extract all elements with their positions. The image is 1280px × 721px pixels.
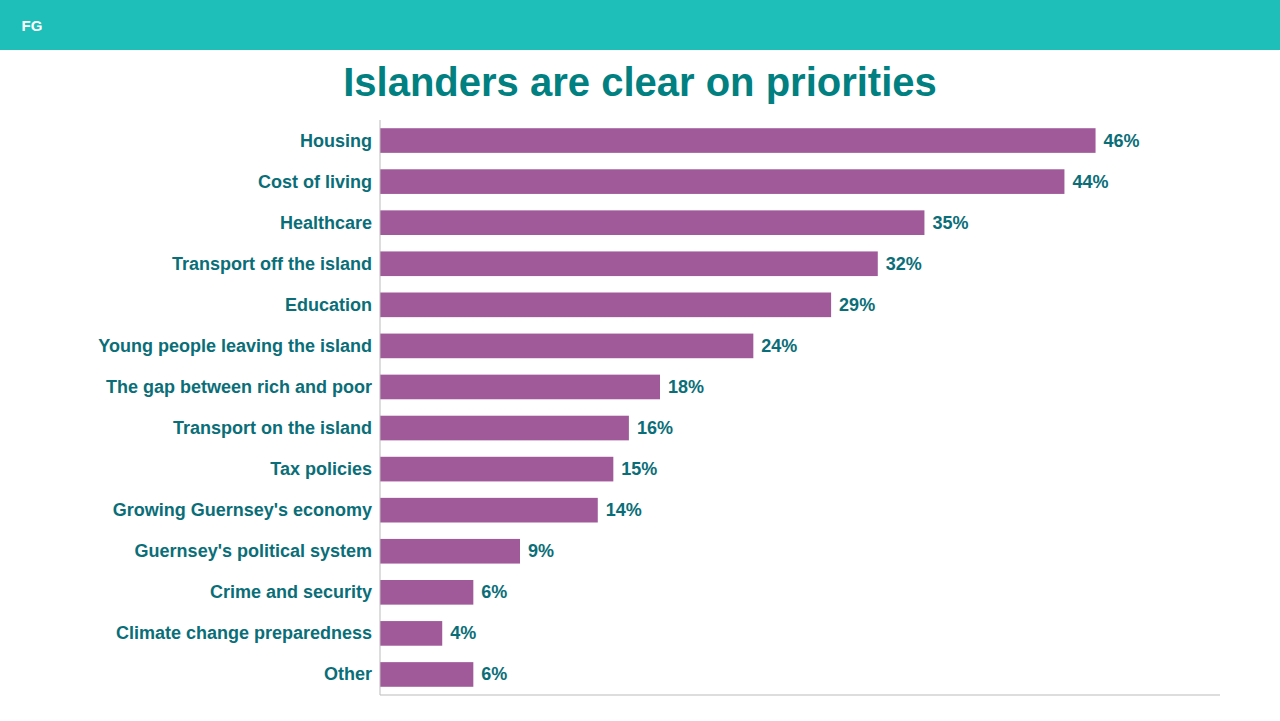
category-label: Education — [285, 295, 372, 315]
category-label: Transport on the island — [173, 418, 372, 438]
data-label: 32% — [886, 254, 922, 274]
header-bar — [0, 0, 1280, 50]
data-label: 14% — [606, 500, 642, 520]
bar — [380, 621, 442, 646]
category-label: Transport off the island — [172, 254, 372, 274]
data-label: 24% — [761, 336, 797, 356]
data-label: 15% — [621, 459, 657, 479]
logo-text: FG — [22, 17, 43, 34]
bar — [380, 457, 613, 482]
bar — [380, 293, 831, 318]
data-label: 18% — [668, 377, 704, 397]
category-label: Tax policies — [270, 459, 372, 479]
bar — [380, 251, 878, 276]
data-label: 6% — [481, 582, 507, 602]
data-label: 6% — [481, 664, 507, 684]
data-label: 46% — [1104, 131, 1140, 151]
bar — [380, 416, 629, 441]
data-label: 29% — [839, 295, 875, 315]
x-axis-line — [380, 695, 1220, 696]
category-label: The gap between rich and poor — [106, 377, 372, 397]
data-label: 35% — [932, 213, 968, 233]
y-axis-line — [380, 120, 381, 695]
bar — [380, 169, 1064, 194]
bar — [380, 662, 473, 687]
bar — [380, 580, 473, 605]
category-label: Guernsey's political system — [135, 541, 372, 561]
category-label: Crime and security — [210, 582, 372, 602]
bar — [380, 498, 598, 523]
data-label: 16% — [637, 418, 673, 438]
category-label: Cost of living — [258, 172, 372, 192]
category-label: Housing — [300, 131, 372, 151]
data-label: 44% — [1072, 172, 1108, 192]
data-label: 9% — [528, 541, 554, 561]
chart: FG Islanders are clear on priorities Housi… — [0, 0, 1280, 721]
bars — [380, 128, 1096, 687]
bar — [380, 539, 520, 564]
category-label: Other — [324, 664, 372, 684]
bar — [380, 128, 1096, 153]
bar — [380, 375, 660, 400]
title: Islanders are clear on priorities — [343, 60, 937, 104]
category-label: Climate change preparedness — [116, 623, 372, 643]
category-label: Healthcare — [280, 213, 372, 233]
category-label: Young people leaving the island — [98, 336, 372, 356]
category-label: Growing Guernsey's economy — [113, 500, 372, 520]
data-label: 4% — [450, 623, 476, 643]
chart-container: FG Islanders are clear on priorities Housi… — [0, 0, 1280, 721]
bar — [380, 334, 753, 359]
bar — [380, 210, 924, 235]
background — [0, 0, 1280, 721]
